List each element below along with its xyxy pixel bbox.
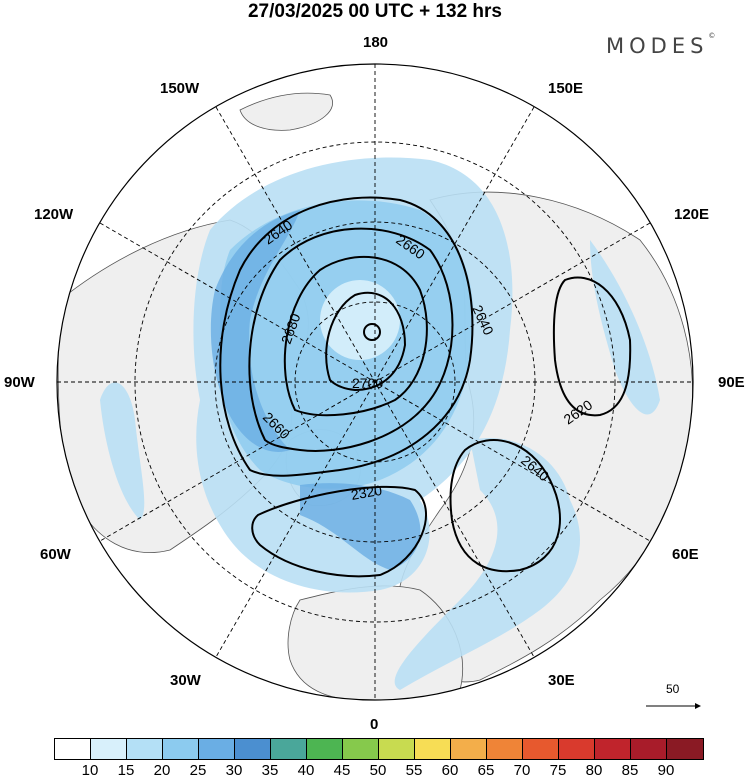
lon-label-120w: 120W: [34, 206, 74, 223]
colorbar-cell: [487, 739, 523, 759]
colorbar-tick-label: 45: [333, 762, 351, 779]
colorbar-tick-label: 50: [369, 762, 387, 779]
lon-label-0: 0: [370, 716, 379, 733]
colorbar-tick-label: 70: [513, 762, 531, 779]
lon-label-150w: 150W: [160, 80, 200, 97]
alaska: [239, 92, 333, 131]
reference-arrow-icon: [646, 703, 701, 709]
contour-2660: [248, 227, 454, 452]
map-title: 27/03/2025 00 UTC + 132 hrs: [247, 1, 503, 22]
colorbar-tick-label: 90: [657, 762, 675, 779]
contour-outer: [219, 196, 474, 477]
colorbar-tick-label: 60: [441, 762, 459, 779]
colorbar-cell: [307, 739, 343, 759]
lon-label-60e: 60E: [672, 546, 699, 563]
modes-logo: MODES©: [606, 32, 716, 58]
jet-southeast: [394, 438, 580, 690]
colorbar-cell: [595, 739, 631, 759]
contour-2640-east: [449, 439, 561, 573]
colorbar-cell: [343, 739, 379, 759]
lon-label-150e: 150E: [548, 80, 584, 97]
wind-shading: [100, 157, 660, 690]
lon-label-90e: 90E: [718, 374, 745, 391]
reference-vector: 50: [640, 682, 710, 716]
contour-label: 2320: [350, 482, 384, 503]
jet-core-west: [210, 210, 300, 452]
colorbar-tick-label: 80: [585, 762, 603, 779]
colorbar-tick-label: 35: [261, 762, 279, 779]
colorbar: [54, 738, 704, 760]
colorbar-tick-label: 15: [117, 762, 135, 779]
colorbar-cell: [523, 739, 559, 759]
colorbar-cell: [559, 739, 595, 759]
logo-text: MODES: [606, 34, 709, 58]
graticule: [57, 64, 693, 700]
colorbar-labels: 10 15 20 25 30 35 40 45 50 55 60 65 70 75 80 85 90: [54, 762, 750, 780]
colorbar-tick-label: 10: [81, 762, 99, 779]
colorbar-tick-label: 75: [549, 762, 567, 779]
colorbar-tick-label: 20: [153, 762, 171, 779]
colorbar-tick-label: 85: [621, 762, 639, 779]
lon-label-60w: 60W: [40, 546, 71, 563]
contour-2700: [325, 292, 407, 392]
lon-label-180: 180: [363, 34, 389, 51]
lon-label-90w: 90W: [4, 374, 35, 391]
colorbar-cell: [379, 739, 415, 759]
contour-pole: [363, 323, 381, 341]
colorbar-cell: [91, 739, 127, 759]
colorbar-cell: [235, 739, 271, 759]
contour-2320: [251, 485, 427, 578]
contour-2620: [552, 276, 632, 417]
height-contours: [219, 196, 632, 578]
colorbar-cell: [451, 739, 487, 759]
lon-label-30e: 30E: [548, 672, 575, 689]
colorbar-tick-label: 55: [405, 762, 423, 779]
reference-vector-label: 50: [666, 682, 680, 696]
contour-label: 2700: [352, 375, 383, 391]
colorbar-tick-label: 65: [477, 762, 495, 779]
colorbar-cell: [55, 739, 91, 759]
logo-mark: ©: [708, 32, 716, 40]
colorbar-cell: [415, 739, 451, 759]
colorbar-cell: [199, 739, 235, 759]
jet-core-south: [300, 483, 421, 570]
map-border: [56, 63, 694, 701]
colorbar-tick-label: 25: [189, 762, 207, 779]
colorbar-cell: [163, 739, 199, 759]
colorbar-tick-label: 40: [297, 762, 315, 779]
lon-label-120e: 120E: [674, 206, 710, 223]
colorbar-cell: [631, 739, 667, 759]
colorbar-cell: [667, 739, 703, 759]
jet-east-streak: [590, 240, 660, 415]
colorbar-cell: [127, 739, 163, 759]
colorbar-tick-label: 30: [225, 762, 243, 779]
colorbar-cell: [271, 739, 307, 759]
contour-2680: [283, 255, 428, 417]
jet-west-streak: [100, 382, 145, 520]
lon-label-30w: 30W: [170, 672, 201, 689]
polar-core: [320, 280, 400, 360]
